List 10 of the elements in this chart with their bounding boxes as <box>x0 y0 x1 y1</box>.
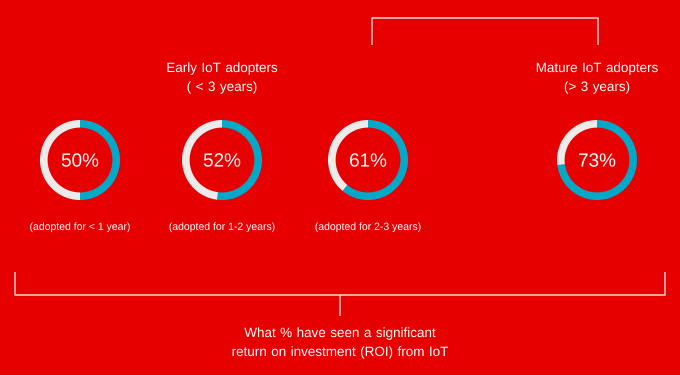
data-label: 61% <box>350 153 386 167</box>
data-label: 50% <box>62 153 98 167</box>
text: (adopted for 1-2 years) <box>169 222 275 232</box>
text: What % have seen a significant return on investment (ROI) from IoT <box>232 327 448 359</box>
data-label: 52% <box>204 153 240 167</box>
text: (adopted for < 1 year) <box>30 222 130 232</box>
text: (adopted for 2-3 years) <box>315 222 421 232</box>
text: Early IoT adopters ( < 3 years) <box>167 62 278 94</box>
data-label: 73% <box>579 153 616 167</box>
chart-title: Mature IoT adopters (> 3 years) <box>536 62 658 94</box>
